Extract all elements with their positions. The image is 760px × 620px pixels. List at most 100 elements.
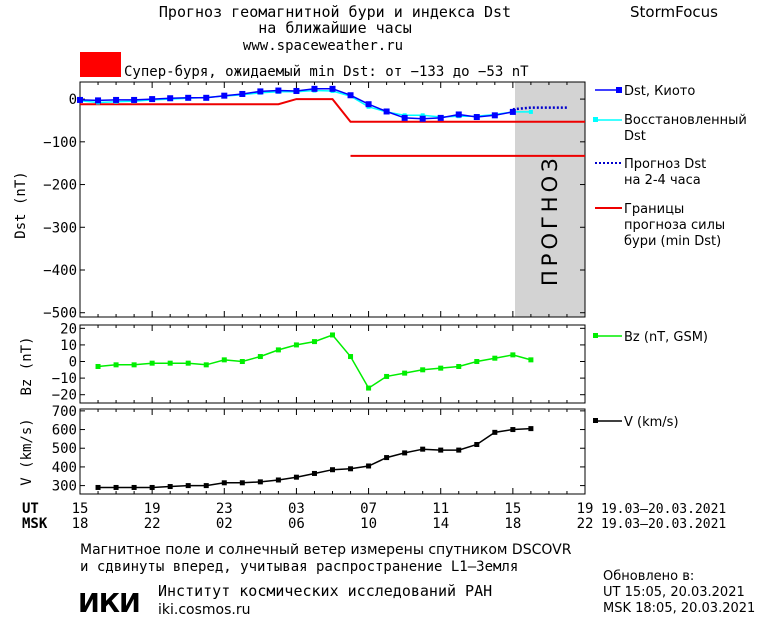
footer-note-2: и сдвинуты вперед, учитывая распростране… — [80, 559, 518, 575]
v-point — [113, 484, 119, 490]
y-tick-label: −20 — [52, 388, 77, 404]
y-tick-label: 10 — [60, 338, 77, 354]
v-point — [221, 480, 227, 486]
legend-dst-restored: Восстановленный — [624, 113, 747, 128]
y-tick-label: 600 — [52, 423, 77, 439]
site-url[interactable]: www.spaceweather.ru — [243, 38, 403, 54]
legend-bounds: Границы — [624, 202, 684, 217]
legend-bounds-3: бури (min Dst) — [624, 234, 721, 249]
v-point — [293, 474, 299, 480]
v-point — [149, 484, 155, 490]
dst-kyoto-point — [113, 96, 120, 103]
dst-kyoto-point — [473, 114, 480, 121]
chart-subtitle: на ближайшие часы — [258, 19, 412, 37]
y-tick-label: 0 — [69, 355, 77, 371]
legend-v-marker — [593, 418, 598, 423]
v-point — [384, 455, 390, 461]
y-tick-label: −200 — [43, 178, 77, 194]
v-panel-frame — [79, 408, 586, 495]
iki-logo: ИКИ — [78, 589, 140, 619]
forecast-band-label: ПРОГНОЗ — [538, 154, 562, 286]
msk-range: 19.03–20.03.2021 — [601, 517, 726, 532]
v-point — [239, 480, 245, 486]
bz-point — [348, 354, 354, 360]
footer-note-1: Магнитное поле и солнечный ветер измерен… — [80, 542, 572, 558]
ut-range: 19.03–20.03.2021 — [601, 502, 726, 517]
legend-dst-kyoto-marker — [616, 87, 622, 93]
legend-dst-kyoto: Dst, Киото — [624, 84, 695, 99]
bz-point — [366, 385, 372, 391]
dst-kyoto-point — [257, 88, 264, 95]
v-point — [456, 447, 462, 453]
updated-ut: UT 15:05, 20.03.2021 — [603, 585, 745, 600]
y-tick-label: −300 — [43, 220, 77, 236]
dst-kyoto-point — [221, 92, 228, 99]
v-line — [98, 427, 531, 489]
dst-axis-label: Dst (nT) — [13, 171, 29, 238]
y-tick-label: 400 — [52, 460, 77, 476]
dst-kyoto-point — [131, 96, 138, 103]
bz-point — [420, 367, 426, 373]
v-point — [528, 426, 534, 432]
dst-restored-point — [528, 109, 533, 114]
v-point — [275, 477, 281, 483]
brand-label: StormFocus — [630, 3, 718, 21]
bz-point — [203, 362, 209, 368]
dst-kyoto-point — [239, 90, 246, 97]
institute-site[interactable]: iki.cosmos.ru — [158, 602, 250, 618]
ut-tick-label: 19 — [144, 501, 161, 517]
dst-kyoto-point — [77, 96, 83, 103]
bz-point — [528, 357, 534, 363]
dst-panel-frame — [79, 81, 586, 318]
bz-point — [402, 370, 408, 376]
v-point — [474, 441, 480, 447]
bz-point — [293, 342, 299, 348]
bz-point — [384, 373, 390, 379]
bz-point — [167, 360, 173, 366]
legend-dst-restored-marker — [593, 117, 598, 122]
legend-bounds-2: прогноза силы — [624, 218, 725, 233]
dst-kyoto-point — [509, 108, 516, 115]
v-point — [420, 446, 426, 452]
dst-kyoto-point — [365, 101, 372, 108]
msk-tick-label: 06 — [288, 516, 305, 532]
bz-point — [510, 352, 516, 358]
v-point — [438, 447, 444, 453]
ut-tick-label: 19 — [577, 501, 594, 517]
y-tick-label: 500 — [52, 441, 77, 457]
dst-kyoto-point — [185, 94, 192, 101]
v-point — [510, 427, 516, 433]
dst-kyoto-point — [203, 94, 210, 101]
ut-tick-label: 03 — [288, 501, 305, 517]
axis-ticks: 0−100−200−300−400−50020100−10−2070060050… — [43, 82, 586, 495]
y-tick-label: 0 — [69, 92, 77, 108]
chart-title: Прогноз геомагнитной бури и индекса Dst — [159, 3, 511, 21]
msk-label: MSK — [22, 516, 48, 532]
v-axis-label: V (km/s) — [19, 418, 35, 485]
bz-point — [221, 357, 227, 363]
dst-kyoto-point — [311, 85, 318, 92]
updated-msk: MSK 18:05, 20.03.2021 — [603, 601, 755, 616]
dst-kyoto-point — [149, 96, 156, 103]
y-tick-label: −10 — [52, 371, 77, 387]
institute-name: Институт космических исследований РАН — [158, 582, 492, 600]
v-point — [492, 429, 498, 435]
dst-kyoto-point — [329, 85, 336, 92]
bz-point — [438, 365, 444, 371]
msk-tick-label: 10 — [360, 516, 377, 532]
bz-point — [330, 332, 335, 338]
dst-restored-point — [420, 113, 425, 118]
legend-forecast: Прогноз Dst — [624, 157, 706, 172]
y-tick-label: −100 — [43, 135, 77, 151]
legend-forecast-2: на 2-4 часа — [624, 173, 701, 188]
msk-tick-label: 22 — [577, 516, 594, 532]
v-point — [311, 470, 317, 476]
dst-kyoto-point — [95, 97, 102, 104]
dst-kyoto-point — [437, 114, 444, 121]
bz-point — [275, 347, 281, 353]
ut-tick-label: 15 — [504, 501, 521, 517]
y-tick-label: −500 — [43, 306, 77, 322]
legend-bz: Bz (nT, GSM) — [624, 330, 708, 345]
v-point — [330, 467, 335, 473]
dst-kyoto-point — [167, 95, 174, 102]
